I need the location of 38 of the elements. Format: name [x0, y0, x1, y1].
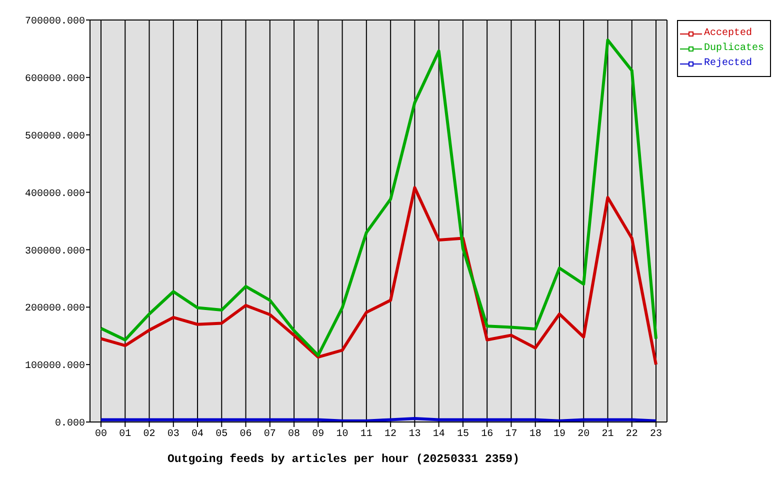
x-tick-label: 23	[650, 429, 662, 440]
x-tick-label: 20	[578, 429, 590, 440]
legend-label: Duplicates	[704, 43, 764, 54]
y-tick-label: 700000.000	[24, 16, 85, 28]
x-tick-label: 13	[408, 429, 421, 440]
x-tick-label: 10	[336, 429, 348, 440]
x-tick-label: 14	[432, 429, 445, 440]
x-tick-label: 06	[240, 429, 252, 440]
x-tick-label: 00	[94, 429, 108, 440]
x-axis-title: Outgoing feeds by articles per hour (20250331 2359)	[168, 453, 520, 466]
x-tick-label: 21	[602, 429, 614, 440]
x-tick-label: 07	[264, 429, 276, 440]
x-tick-label: 15	[456, 429, 469, 440]
x-tick-label: 12	[384, 429, 397, 440]
y-tick-label: 200000.000	[24, 304, 85, 315]
y-tick-label: 300000.000	[24, 246, 85, 258]
legend-label: Accepted	[704, 28, 752, 39]
y-tick-label: 0.000	[54, 418, 85, 430]
x-tick-label: 03	[167, 429, 180, 440]
line-series	[100, 38, 658, 357]
y-tick-label: 500000.000	[24, 131, 85, 142]
y-tick-label: 100000.000	[24, 361, 85, 372]
x-tick-label: 18	[529, 429, 542, 440]
x-tick-label: 08	[288, 429, 300, 440]
y-tick-label: 400000.000	[24, 188, 85, 200]
x-tick-label: 11	[360, 429, 372, 440]
line-series	[100, 186, 658, 366]
x-tick-label: 17	[505, 429, 518, 440]
x-tick-label: 09	[312, 429, 324, 440]
legend-label: Rejected	[704, 58, 752, 69]
x-tick-label: 04	[192, 429, 204, 440]
x-tick-label: 16	[481, 429, 494, 440]
x-tick-label: 19	[553, 429, 566, 440]
x-tick-label: 02	[143, 429, 156, 440]
y-tick-label: 600000.000	[24, 74, 85, 85]
x-tick-label: 22	[626, 429, 638, 440]
x-tick-label: 05	[216, 429, 228, 440]
x-tick-label: 01	[119, 429, 132, 440]
